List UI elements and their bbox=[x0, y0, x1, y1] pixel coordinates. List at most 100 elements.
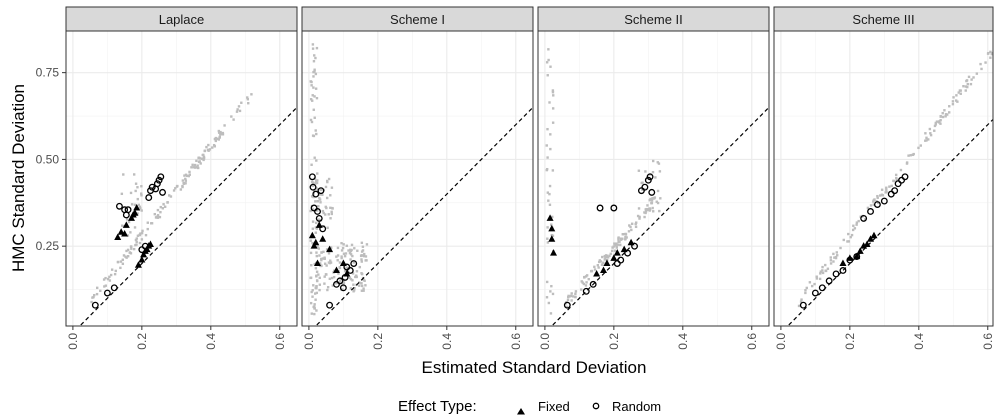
background-point bbox=[824, 269, 827, 272]
background-point bbox=[136, 186, 139, 189]
fixed-effect-point bbox=[326, 245, 334, 253]
background-point bbox=[126, 234, 130, 237]
background-point bbox=[855, 221, 859, 224]
background-point bbox=[636, 214, 640, 218]
facet-strip-label: Laplace bbox=[159, 12, 205, 27]
background-point bbox=[574, 295, 577, 299]
background-point bbox=[894, 173, 898, 177]
background-point bbox=[330, 212, 333, 216]
background-point bbox=[658, 209, 661, 213]
background-point bbox=[647, 208, 651, 211]
background-point bbox=[547, 58, 550, 62]
background-point bbox=[316, 245, 319, 248]
background-point bbox=[351, 254, 354, 258]
background-point bbox=[140, 185, 143, 188]
background-point bbox=[156, 208, 160, 212]
background-point bbox=[315, 46, 319, 50]
background-point bbox=[630, 228, 633, 232]
panel-plot-area bbox=[774, 31, 993, 326]
background-point bbox=[336, 259, 339, 262]
background-point bbox=[321, 209, 325, 213]
background-point bbox=[574, 292, 577, 296]
background-point bbox=[181, 185, 184, 189]
background-point bbox=[352, 261, 356, 264]
background-point bbox=[349, 258, 352, 261]
background-point bbox=[597, 266, 600, 269]
background-point bbox=[125, 256, 128, 259]
background-point bbox=[250, 93, 253, 96]
background-point bbox=[329, 217, 332, 220]
background-point bbox=[808, 281, 812, 284]
background-point bbox=[344, 269, 347, 273]
background-point bbox=[951, 100, 955, 103]
background-point bbox=[312, 70, 315, 74]
fixed-effect-point bbox=[128, 214, 136, 221]
background-point bbox=[929, 133, 933, 137]
fixed-effect-point bbox=[146, 240, 154, 247]
background-point bbox=[582, 282, 586, 286]
background-point bbox=[342, 252, 346, 255]
background-point bbox=[326, 288, 329, 292]
background-point bbox=[140, 194, 143, 197]
background-point bbox=[314, 182, 317, 185]
background-point bbox=[895, 178, 899, 182]
background-point bbox=[980, 67, 983, 71]
background-point bbox=[619, 243, 622, 247]
background-point bbox=[321, 257, 325, 260]
background-point bbox=[956, 100, 959, 103]
background-point bbox=[311, 227, 315, 230]
fixed-effect-point bbox=[310, 242, 318, 249]
background-point bbox=[202, 155, 206, 159]
background-point bbox=[547, 48, 550, 51]
background-point bbox=[214, 139, 218, 143]
background-point bbox=[938, 120, 941, 123]
background-point bbox=[593, 268, 597, 271]
background-point bbox=[975, 72, 979, 75]
background-point bbox=[348, 248, 352, 252]
background-point bbox=[815, 275, 818, 278]
background-point bbox=[316, 172, 319, 175]
background-point bbox=[335, 255, 338, 258]
fixed-effect-point bbox=[121, 230, 129, 237]
panel-background bbox=[302, 31, 533, 326]
x-tick-label: 0.4 bbox=[440, 333, 454, 350]
fixed-effect-point bbox=[114, 233, 122, 240]
background-point bbox=[310, 312, 313, 315]
background-point bbox=[340, 249, 344, 252]
background-point bbox=[314, 221, 318, 225]
legend-fixed-marker bbox=[517, 408, 525, 415]
background-point bbox=[847, 232, 850, 236]
background-point bbox=[132, 173, 136, 176]
background-point bbox=[829, 262, 833, 265]
random-effect-point bbox=[308, 173, 316, 181]
background-point bbox=[150, 222, 154, 225]
background-point bbox=[360, 258, 363, 261]
background-point bbox=[552, 94, 555, 97]
random-effect-point bbox=[346, 267, 354, 274]
background-point bbox=[876, 194, 879, 198]
background-point bbox=[989, 56, 992, 59]
background-point bbox=[314, 298, 317, 301]
background-point bbox=[129, 191, 133, 195]
background-point bbox=[574, 290, 578, 293]
background-point bbox=[345, 266, 348, 269]
background-point bbox=[156, 216, 160, 219]
background-point bbox=[211, 146, 214, 149]
background-point bbox=[836, 254, 839, 257]
background-point bbox=[928, 127, 932, 131]
background-point bbox=[829, 259, 833, 262]
background-point bbox=[804, 289, 807, 292]
background-point bbox=[551, 169, 555, 172]
background-point bbox=[315, 285, 318, 288]
background-point bbox=[360, 289, 364, 292]
y-tick-label: 0.50 bbox=[36, 152, 60, 166]
background-point bbox=[617, 238, 620, 241]
background-point bbox=[959, 92, 962, 95]
background-point bbox=[363, 252, 366, 256]
random-effect-point bbox=[624, 249, 632, 257]
background-point bbox=[345, 244, 349, 247]
background-point bbox=[596, 264, 600, 267]
background-point bbox=[350, 248, 353, 252]
background-point bbox=[656, 189, 660, 193]
random-effect-point bbox=[155, 176, 163, 184]
